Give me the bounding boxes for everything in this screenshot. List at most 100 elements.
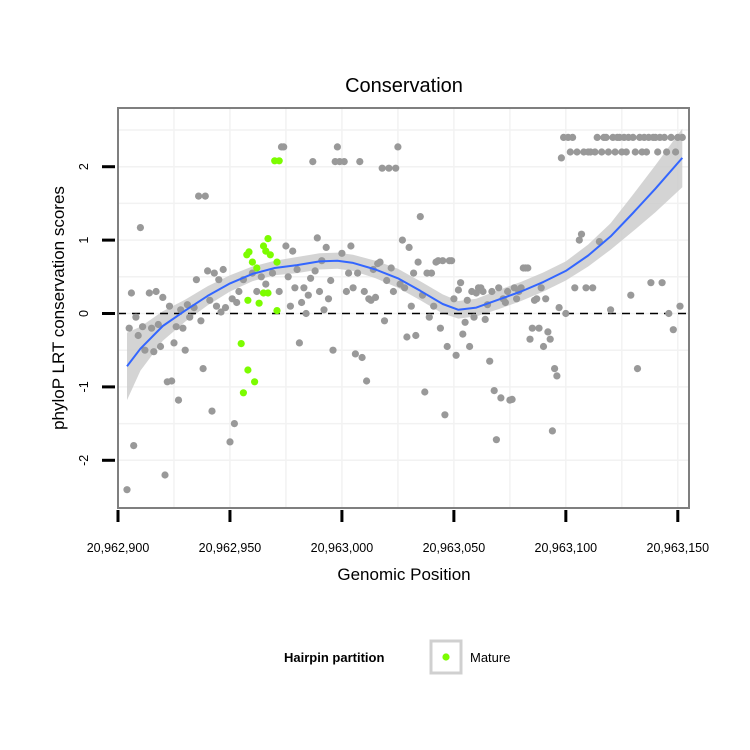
data-point-other xyxy=(441,411,449,419)
x-tick-label: 20,962,950 xyxy=(199,541,262,555)
data-point-other xyxy=(293,265,301,274)
data-point-other xyxy=(300,284,308,292)
data-point-other xyxy=(504,287,512,296)
data-point-other xyxy=(571,284,579,292)
data-point-other xyxy=(669,326,677,334)
panel-border xyxy=(117,107,690,509)
data-point-other xyxy=(139,323,147,331)
data-point-other xyxy=(134,331,142,340)
data-point-other xyxy=(401,284,409,292)
data-point-other xyxy=(280,143,288,151)
y-tick-label: 0 xyxy=(77,310,91,317)
data-point-mature xyxy=(273,258,281,266)
data-point-other xyxy=(555,304,563,312)
data-point-other xyxy=(517,284,525,292)
y-tick-label: -1 xyxy=(77,381,91,392)
data-point-other xyxy=(398,236,406,244)
data-point-other xyxy=(448,257,456,265)
data-point-other xyxy=(154,320,162,329)
data-point-other xyxy=(387,264,395,272)
data-point-other xyxy=(282,242,290,250)
data-point-other xyxy=(542,295,550,303)
data-point-other xyxy=(539,342,548,351)
data-point-other xyxy=(233,298,241,307)
data-point-other xyxy=(311,267,319,275)
data-point-mature xyxy=(248,258,256,266)
data-point-other xyxy=(165,302,174,310)
data-point-other xyxy=(324,295,333,303)
data-point-other xyxy=(602,133,610,141)
data-point-other xyxy=(654,148,662,156)
data-point-other xyxy=(295,339,303,347)
data-point-mature xyxy=(273,307,281,315)
data-point-other xyxy=(582,284,590,292)
x-axis: 20,962,900 20,962,950 20,963,000 20,963,050… xyxy=(87,510,709,555)
x-axis-title: Genomic Position xyxy=(337,565,470,584)
data-point-other xyxy=(524,264,532,272)
data-point-other xyxy=(206,296,214,304)
data-point-other xyxy=(219,265,227,274)
data-point-other xyxy=(416,213,424,221)
data-point-other xyxy=(495,284,503,292)
data-point-mature xyxy=(244,296,252,304)
data-point-other xyxy=(356,158,364,166)
data-point-other xyxy=(591,148,599,156)
data-point-other xyxy=(340,158,348,166)
data-point-mature xyxy=(244,366,252,374)
data-point-other xyxy=(430,302,438,310)
data-point-other xyxy=(132,313,140,321)
data-point-other xyxy=(221,304,230,312)
data-point-other xyxy=(351,350,359,358)
data-point-other xyxy=(136,224,144,232)
data-point-other xyxy=(371,293,380,301)
data-point-other xyxy=(275,287,283,296)
x-tick-label: 20,962,900 xyxy=(87,541,150,555)
data-point-other xyxy=(210,269,218,277)
legend-marker-mature xyxy=(442,653,450,661)
data-point-other xyxy=(629,133,637,141)
data-point-other xyxy=(497,394,505,402)
y-tick-label: -2 xyxy=(77,455,91,466)
data-point-other xyxy=(150,348,158,356)
data-point-other xyxy=(577,230,586,238)
data-point-other xyxy=(452,351,460,359)
data-point-other xyxy=(230,420,238,428)
data-point-other xyxy=(291,284,299,292)
data-point-other xyxy=(421,388,429,396)
data-point-other xyxy=(537,284,545,292)
data-point-other xyxy=(302,309,310,318)
data-point-other xyxy=(486,357,494,365)
data-point-other xyxy=(183,301,191,309)
data-point-other xyxy=(436,324,444,332)
data-point-other xyxy=(611,148,619,156)
data-point-other xyxy=(508,395,516,403)
data-point-other xyxy=(526,335,534,343)
data-point-other xyxy=(461,318,469,326)
data-point-other xyxy=(363,377,371,385)
data-point-other xyxy=(268,269,277,277)
data-point-other xyxy=(533,295,541,303)
data-point-other xyxy=(253,287,261,296)
data-point-other xyxy=(329,346,337,354)
data-point-other xyxy=(360,287,368,296)
data-point-other xyxy=(195,192,203,200)
data-point-other xyxy=(161,471,169,479)
legend: Hairpin partition Mature xyxy=(284,639,510,675)
data-point-other xyxy=(181,346,189,354)
data-point-other xyxy=(172,323,180,331)
data-point-other xyxy=(204,267,212,275)
data-point-other xyxy=(380,317,389,325)
data-point-other xyxy=(598,148,606,156)
smooth-trend-line xyxy=(126,157,684,367)
data-point-other xyxy=(179,324,187,332)
data-point-other xyxy=(513,295,521,303)
data-point-other xyxy=(152,287,160,296)
data-point-other xyxy=(345,269,353,277)
data-point-other xyxy=(215,276,223,284)
data-point-other xyxy=(392,164,400,172)
data-point-other xyxy=(573,148,581,156)
data-point-other xyxy=(676,302,684,310)
data-point-other xyxy=(457,279,465,287)
data-point-other xyxy=(192,276,200,284)
data-point-other xyxy=(405,243,413,251)
